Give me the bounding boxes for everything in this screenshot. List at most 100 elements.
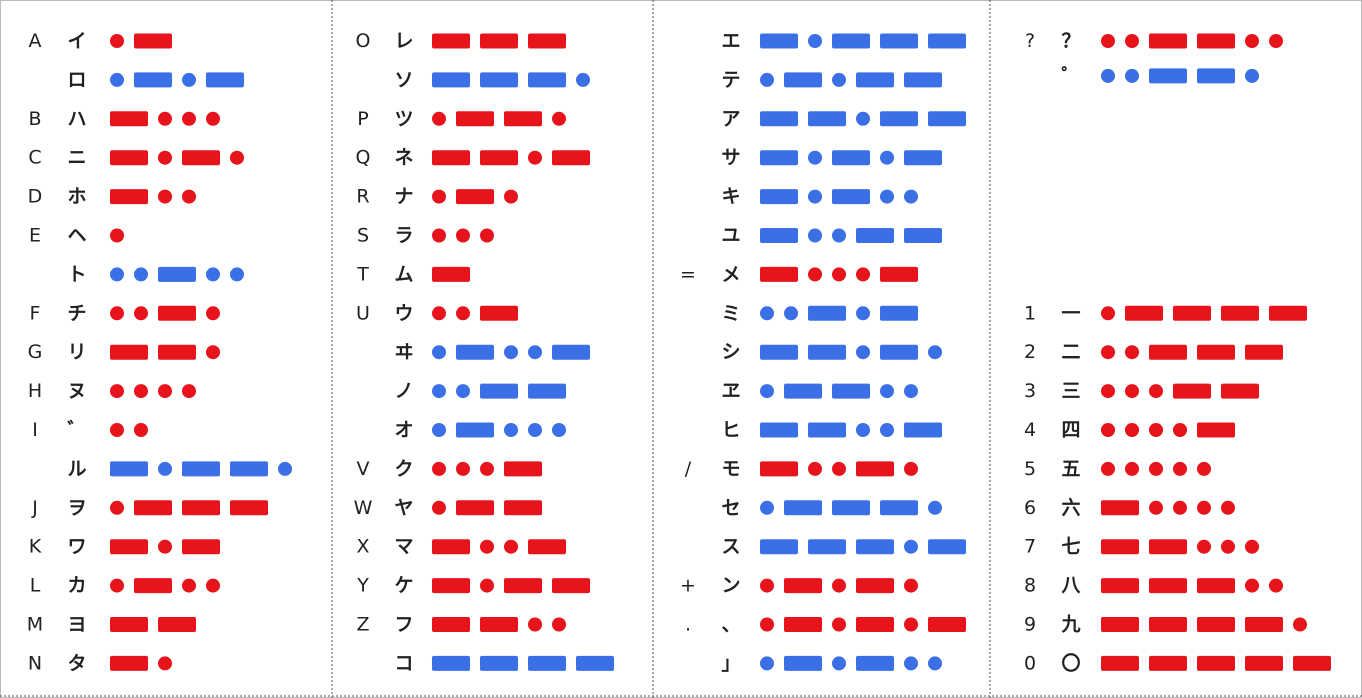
morse-dash bbox=[784, 500, 822, 516]
morse-dot bbox=[456, 228, 470, 243]
kana-label: キ bbox=[721, 186, 740, 208]
morse-dash bbox=[110, 461, 148, 477]
morse-dot bbox=[808, 150, 822, 165]
kana-label: サ bbox=[721, 147, 740, 169]
morse-dash bbox=[832, 189, 870, 205]
morse-dash bbox=[880, 500, 918, 516]
kana-label: フ bbox=[394, 614, 413, 636]
kana-label: チ bbox=[67, 302, 86, 324]
morse-dash bbox=[552, 344, 590, 360]
morse-code bbox=[760, 111, 966, 127]
code-row: サ bbox=[721, 147, 942, 169]
kana-label: 六 bbox=[1061, 496, 1080, 519]
kana-label: ア bbox=[721, 108, 740, 130]
morse-code bbox=[110, 305, 220, 321]
morse-dot bbox=[880, 150, 894, 165]
morse-code bbox=[432, 150, 590, 166]
kana-label: ム bbox=[394, 263, 413, 285]
morse-dot bbox=[504, 539, 518, 554]
kana-label: ネ bbox=[394, 147, 413, 169]
morse-code bbox=[110, 33, 172, 49]
morse-dash bbox=[230, 500, 268, 516]
morse-code bbox=[432, 422, 566, 438]
morse-dash bbox=[134, 72, 172, 88]
morse-dash bbox=[182, 500, 220, 516]
morse-code bbox=[432, 655, 614, 671]
morse-dot bbox=[808, 34, 822, 48]
morse-dash bbox=[1197, 68, 1235, 84]
morse-code bbox=[110, 578, 220, 594]
morse-dash bbox=[784, 383, 822, 399]
morse-dot bbox=[110, 72, 124, 87]
morse-dash bbox=[206, 72, 244, 88]
morse-code bbox=[432, 228, 494, 243]
morse-dot bbox=[230, 267, 244, 282]
code-row: + ン bbox=[680, 575, 918, 597]
morse-dash bbox=[1173, 383, 1211, 399]
morse-dash bbox=[134, 578, 172, 594]
morse-dot bbox=[904, 384, 918, 399]
morse-dot bbox=[1101, 345, 1115, 360]
morse-code bbox=[110, 539, 220, 555]
kana-label: ヱ bbox=[721, 380, 740, 402]
morse-dot bbox=[110, 228, 124, 243]
morse-code bbox=[760, 539, 966, 555]
morse-dot bbox=[158, 150, 172, 165]
morse-dash bbox=[1221, 305, 1259, 321]
kana-label: マ bbox=[394, 536, 413, 558]
morse-dot bbox=[760, 500, 774, 515]
morse-dash bbox=[1197, 422, 1235, 438]
morse-dot bbox=[1149, 500, 1163, 515]
kana-label: 四 bbox=[1061, 419, 1080, 441]
morse-dot bbox=[552, 617, 566, 632]
latin-label: = bbox=[680, 263, 696, 285]
kana-label: ナ bbox=[394, 186, 413, 208]
morse-code bbox=[760, 72, 942, 88]
morse-dash bbox=[480, 305, 518, 321]
kana-label: ヒ bbox=[721, 419, 740, 441]
morse-dot bbox=[832, 578, 846, 593]
code-row: ミ bbox=[721, 302, 918, 324]
morse-dash bbox=[134, 500, 172, 516]
morse-dash bbox=[110, 655, 148, 671]
kana-label: 三 bbox=[1061, 380, 1080, 402]
morse-dot bbox=[528, 345, 542, 360]
morse-dash bbox=[504, 500, 542, 516]
morse-dash bbox=[808, 422, 846, 438]
latin-label: D bbox=[28, 186, 43, 208]
morse-code bbox=[110, 655, 172, 671]
kana-label: タ bbox=[67, 652, 86, 674]
latin-label: 4 bbox=[1024, 419, 1036, 441]
morse-dash bbox=[856, 617, 894, 632]
morse-code bbox=[432, 111, 566, 127]
morse-dot bbox=[832, 461, 846, 476]
morse-dash bbox=[504, 111, 542, 127]
latin-label: G bbox=[28, 341, 43, 363]
morse-code bbox=[110, 150, 244, 166]
morse-code bbox=[432, 344, 590, 360]
morse-dot bbox=[432, 345, 446, 360]
morse-code bbox=[432, 539, 566, 555]
morse-dash bbox=[110, 344, 148, 360]
morse-dot bbox=[182, 111, 196, 126]
morse-dot bbox=[1245, 578, 1259, 593]
latin-label: . bbox=[685, 614, 691, 636]
morse-dot bbox=[856, 267, 870, 282]
code-row: ル bbox=[67, 458, 292, 480]
kana-label: ト bbox=[67, 263, 86, 285]
morse-dash bbox=[110, 111, 148, 127]
morse-dot bbox=[928, 656, 942, 671]
morse-dot bbox=[832, 267, 846, 282]
code-row: ス bbox=[721, 536, 966, 558]
morse-code bbox=[760, 305, 918, 321]
kana-label: ヤ bbox=[394, 497, 413, 519]
latin-label: 1 bbox=[1024, 302, 1036, 324]
code-row: ヱ bbox=[721, 380, 918, 402]
latin-label: M bbox=[27, 614, 43, 636]
morse-code bbox=[760, 344, 942, 360]
morse-dot bbox=[1101, 461, 1115, 476]
morse-dash bbox=[1173, 305, 1211, 321]
